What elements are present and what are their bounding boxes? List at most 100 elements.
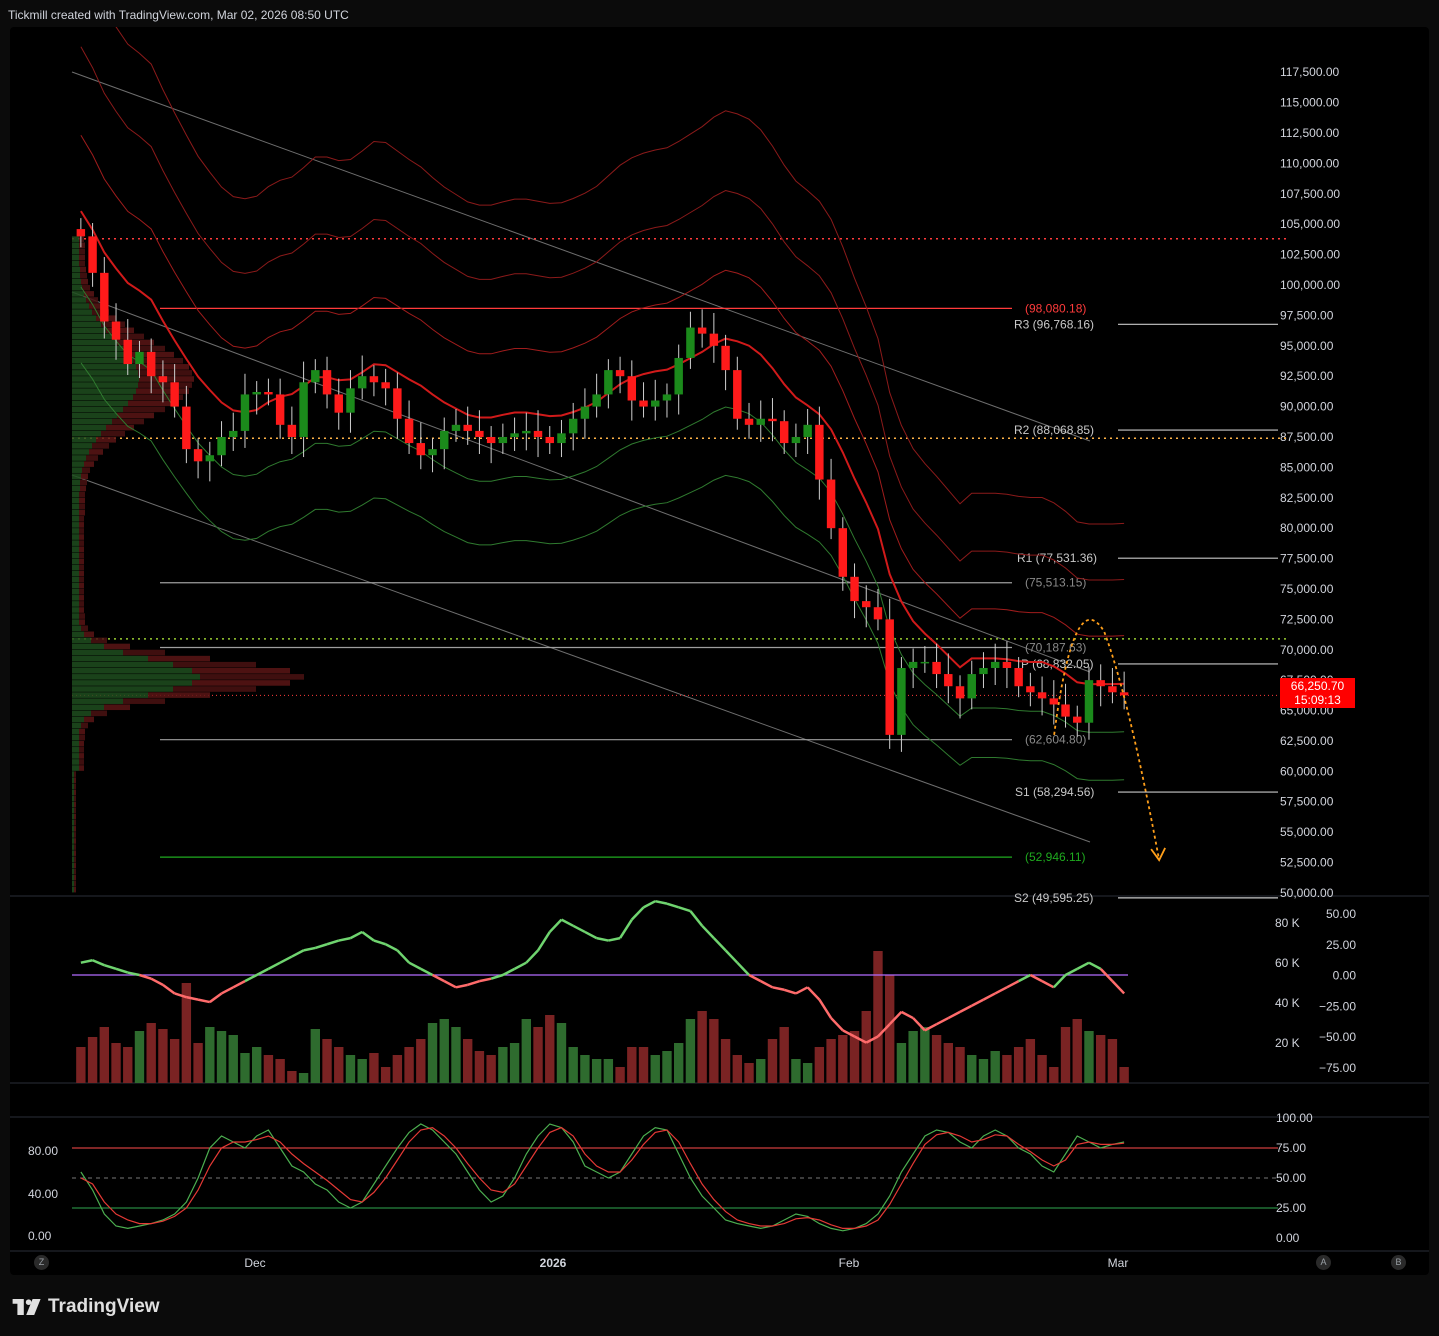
oscillator-segment — [396, 949, 410, 964]
volume-profile-bar-up — [72, 789, 74, 796]
volume-axis-tick: 40 K — [1275, 996, 1300, 1010]
volume-profile-bar-down — [192, 667, 290, 674]
volume-profile-bar-up — [72, 680, 192, 686]
candle-body — [217, 436, 226, 456]
volume-bar — [556, 1023, 567, 1083]
volume-profile-bar-up — [72, 364, 136, 370]
volume-bar — [638, 1047, 649, 1083]
volume-bar — [826, 1039, 836, 1083]
volume-bar — [357, 1059, 367, 1083]
volume-profile-bar-down — [79, 236, 84, 242]
volume-profile-bar-down — [123, 406, 165, 413]
oscillator-segment — [772, 986, 785, 991]
candle-body — [369, 376, 379, 383]
volume-profile-bar-down — [117, 339, 154, 346]
oscillator-segment — [865, 1035, 879, 1044]
volume-profile-bar-down — [123, 345, 165, 352]
volume-profile-bar-down — [81, 625, 88, 632]
oscillator-segment — [654, 899, 668, 905]
chart-svg[interactable]: 117,500.00 115,000.00 112,500.00 110,000.00… — [10, 27, 1429, 1275]
volume-profile-bar-down — [84, 461, 94, 467]
candle-body — [897, 667, 906, 735]
volume-profile-bar-down — [79, 516, 84, 522]
chart-frame[interactable]: 117,500.00 115,000.00 112,500.00 110,000.00… — [10, 27, 1429, 1275]
candle-body — [533, 430, 543, 437]
oscillator-segment — [748, 973, 762, 983]
volume-profile-bar-down — [79, 497, 85, 504]
volume-profile-bar-up — [72, 382, 138, 388]
volume-profile-bar-down — [74, 819, 76, 826]
volume-bar — [427, 1023, 438, 1083]
volume-profile-bar-up — [72, 321, 101, 328]
volume-profile-bar-up — [72, 607, 79, 613]
scale-mode-button[interactable]: B — [1391, 1255, 1406, 1270]
volume-profile-bar-down — [79, 546, 84, 552]
oscillator-segment — [795, 986, 809, 995]
oscillator-segment — [642, 900, 656, 909]
oscillator-segment — [1052, 974, 1067, 989]
volume-bar — [111, 1043, 121, 1083]
volume-bar — [591, 1059, 602, 1083]
price-axis-tick: 75,000.00 — [1280, 582, 1334, 596]
volume-bar — [287, 1071, 297, 1083]
volume-bar — [509, 1043, 520, 1083]
oscillator-segment — [947, 1010, 961, 1020]
volume-bar — [252, 1047, 262, 1083]
candle-body — [498, 436, 508, 444]
volume-bar — [791, 1059, 801, 1083]
stoch-d-line — [80, 1126, 1125, 1229]
volume-profile-bar-down — [112, 418, 144, 425]
time-axis-label: Mar — [1108, 1256, 1129, 1270]
volume-bar — [697, 1011, 707, 1083]
volume-profile-bar-up — [72, 370, 138, 376]
candle-body — [756, 418, 765, 425]
oscillator-segment — [548, 918, 563, 933]
volume-profile-bar-up — [72, 260, 79, 267]
volume-profile-bar-up — [72, 734, 79, 741]
volume-profile-bar-down — [79, 558, 84, 565]
volume-bar — [779, 1027, 789, 1083]
volume-bar — [310, 1029, 320, 1083]
oscillator-segment — [900, 1010, 914, 1020]
oscillator-segment — [385, 943, 398, 952]
volume-bar — [920, 1027, 930, 1083]
candle-body — [252, 392, 261, 395]
oscillator-segment — [760, 980, 774, 989]
volume-profile-bar-up — [72, 558, 79, 565]
price-axis-tick: 112,500.00 — [1280, 126, 1339, 140]
volume-profile-bar-down — [74, 783, 76, 790]
zoom-toggle-button[interactable]: Z — [34, 1255, 49, 1270]
oscillator-segment — [244, 973, 258, 983]
volume-profile-bar-down — [74, 801, 76, 808]
volume-bar — [486, 1055, 496, 1083]
volume-bar — [498, 1047, 508, 1083]
oscillator-segment — [818, 998, 833, 1019]
volume-profile-bar-up — [72, 674, 200, 680]
volume-bar — [685, 1019, 696, 1083]
volume-profile-bar-down — [80, 479, 87, 486]
candle-body — [580, 406, 590, 419]
volume-bar — [263, 1055, 274, 1083]
volume-profile-bar-down — [79, 619, 85, 625]
trendlines — [71, 71, 1091, 843]
volume-profile-bar-down — [79, 607, 84, 613]
volume-bar — [1049, 1067, 1059, 1083]
oscillator-segment — [420, 967, 434, 977]
price-axis-tick: 92,500.00 — [1280, 369, 1334, 383]
candle-body — [944, 674, 953, 687]
auto-scale-button[interactable]: A — [1316, 1255, 1331, 1270]
oscillator-segment — [338, 936, 351, 942]
oscillator-segment — [982, 992, 996, 1001]
volume-profile-bar-up — [72, 278, 81, 285]
volume-profile-bar-up — [72, 601, 79, 607]
volume-profile-bar-up — [72, 886, 74, 893]
oscillator-segment — [572, 924, 586, 934]
candle-body — [1026, 686, 1035, 693]
volume-profile-bar-up — [72, 613, 79, 619]
volume-profile-bar-up — [72, 473, 81, 480]
volume-profile-bar-up — [72, 570, 79, 577]
band-lower-inner — [80, 286, 1125, 733]
volume-bar — [849, 1031, 860, 1083]
oscillator-segment — [373, 939, 387, 946]
volume-bar — [146, 1023, 156, 1083]
